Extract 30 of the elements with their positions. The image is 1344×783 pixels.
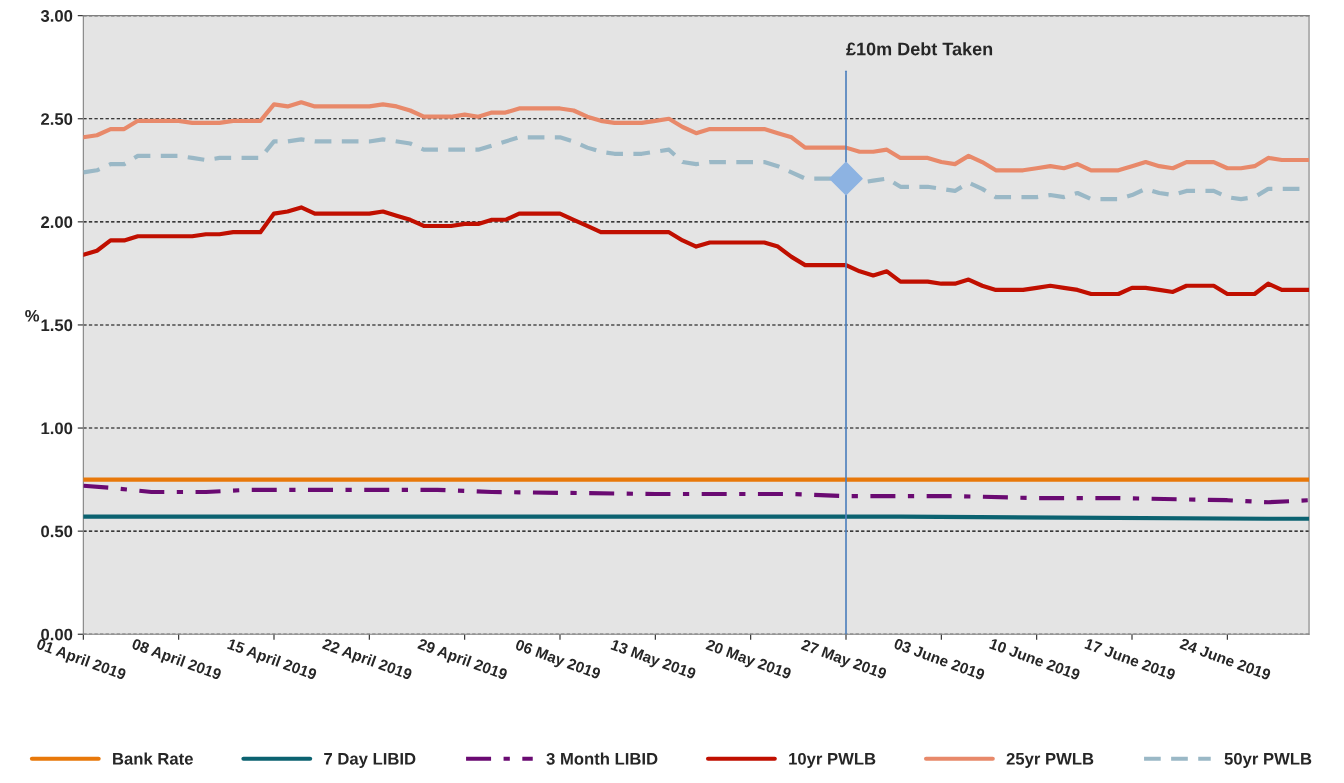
legend-label: 50yr PWLB xyxy=(1224,752,1312,768)
x-tick-label: 27 May 2019 xyxy=(799,638,888,683)
y-axis-title: % xyxy=(25,309,40,322)
y-tick-label: 1.50 xyxy=(41,319,73,332)
y-tick-label: 2.50 xyxy=(41,113,73,125)
y-tick-label: 0.50 xyxy=(41,525,73,538)
line-series xyxy=(83,100,1310,173)
ref-line-label: £10m Debt Taken xyxy=(846,42,993,56)
legend-label: 3 Month LIBID xyxy=(546,752,658,765)
x-tick-label: 24 June 2019 xyxy=(1179,637,1272,681)
y-tick-label: 2.00 xyxy=(41,216,73,229)
legend-label: 7 Day LIBID xyxy=(324,753,416,768)
x-tick-label: 08 April 2019 xyxy=(130,637,223,683)
x-tick-label: 15 April 2019 xyxy=(226,637,318,683)
line-series xyxy=(83,205,1310,297)
x-tick-label: 13 May 2019 xyxy=(609,639,697,683)
y-tick-label: 1.00 xyxy=(41,422,73,435)
x-tick-label: 17 June 2019 xyxy=(1084,638,1177,681)
y-tick-label: 0.00 xyxy=(41,628,73,641)
x-tick-label: 22 April 2019 xyxy=(320,637,413,683)
y-tick-label: 3.00 xyxy=(40,10,73,22)
x-tick-label: 06 May 2019 xyxy=(513,639,602,683)
x-tick-label: 20 May 2019 xyxy=(704,638,792,683)
x-tick-label: 10 June 2019 xyxy=(989,638,1081,681)
legend-label: 25yr PWLB xyxy=(1006,752,1094,768)
legend-label: Bank Rate xyxy=(113,752,193,765)
x-tick-label: 03 June 2019 xyxy=(893,637,986,681)
legend-label: 10yr PWLB xyxy=(789,752,876,768)
line-series xyxy=(83,483,1310,505)
x-tick-label: 29 April 2019 xyxy=(416,637,509,683)
